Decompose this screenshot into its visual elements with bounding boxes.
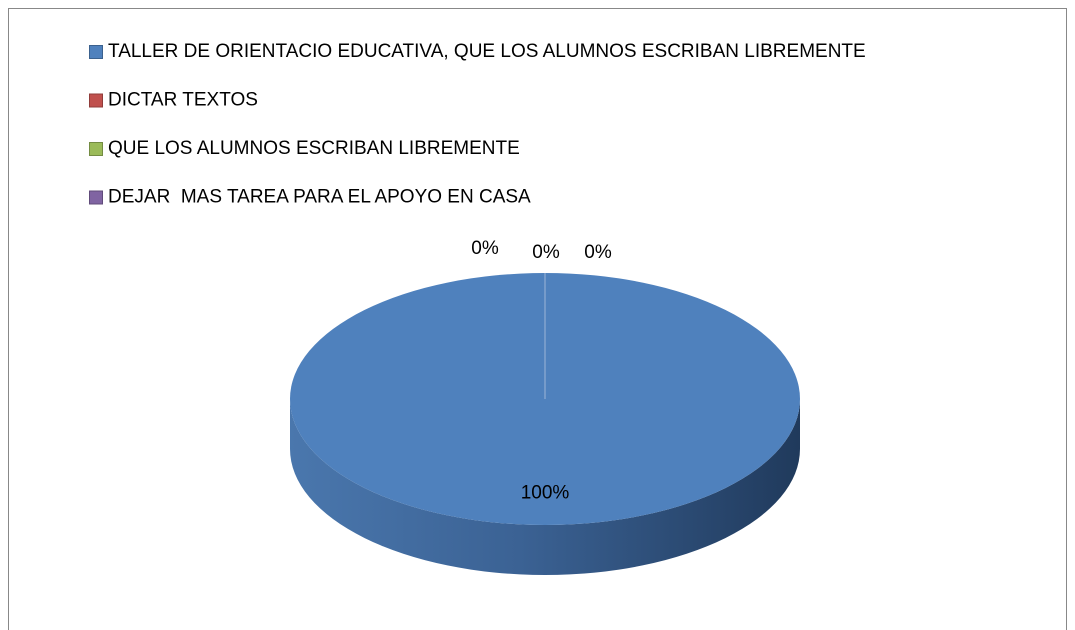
legend-label: TALLER DE ORIENTACIO EDUCATIVA, QUE LOS … xyxy=(108,41,866,62)
legend-swatch xyxy=(89,93,103,108)
legend-label: DICTAR TEXTOS xyxy=(108,90,258,111)
data-label: 0% xyxy=(584,242,612,263)
legend-swatch xyxy=(89,45,103,59)
data-label: 0% xyxy=(532,242,560,263)
legend-label: DEJAR MAS TAREA PARA EL APOYO EN CASA xyxy=(108,187,531,208)
pie-side xyxy=(290,399,800,575)
legend-swatch xyxy=(89,142,103,156)
legend-swatch xyxy=(89,190,103,205)
legend-label: QUE LOS ALUMNOS ESCRIBAN LIBREMENTE xyxy=(108,138,520,159)
data-label: 100% xyxy=(521,483,570,504)
data-label: 0% xyxy=(471,238,499,259)
